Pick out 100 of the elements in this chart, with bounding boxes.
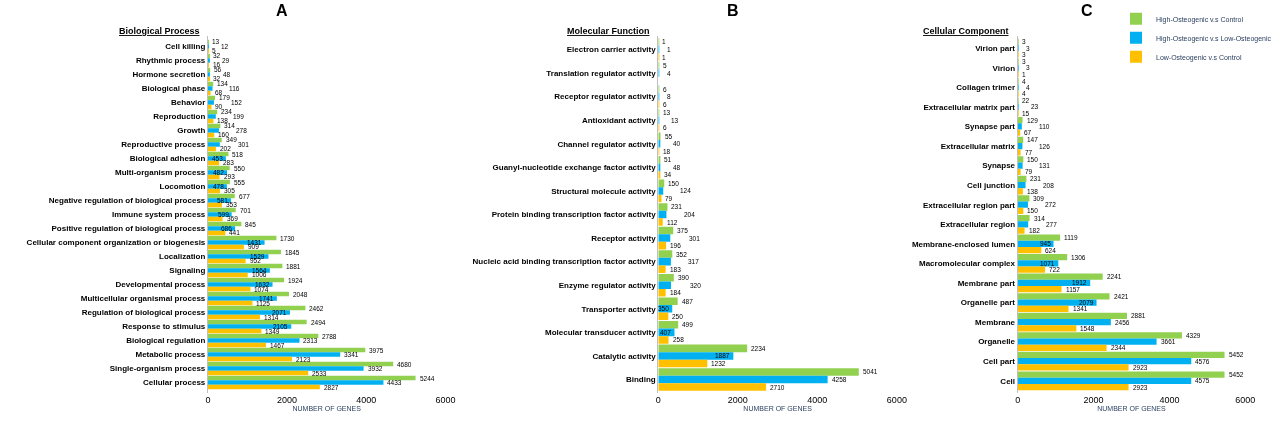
x-tick-label: 2000 [727, 394, 748, 405]
bar [207, 128, 219, 133]
bar [207, 114, 216, 119]
y-tick-label: Biological phase [141, 84, 206, 94]
y-tick-label: Organelle part [960, 298, 1016, 308]
bar [1017, 305, 1069, 312]
bar [207, 142, 220, 147]
y-tick-label: Developmental process [115, 280, 206, 290]
bar [1017, 246, 1042, 254]
y-tick-label: Protein binding transcription factor activity [491, 210, 657, 220]
y-tick-label: Collagen trimer [956, 83, 1016, 93]
bar [658, 288, 666, 297]
bar [658, 281, 672, 289]
x-tick-label: 6000 [1235, 394, 1256, 405]
bar [658, 132, 661, 141]
y-tick-label: Receptor activity [591, 233, 657, 243]
x-tick-label: 0 [205, 394, 211, 405]
bar [207, 352, 341, 357]
bar [1017, 377, 1192, 384]
y-tick-label: Translation regulator activity [546, 68, 657, 78]
bar [658, 368, 859, 376]
bar [207, 338, 300, 343]
y-tick-label: Metabolic process [135, 350, 206, 360]
y-tick-label: Extracellular matrix [940, 141, 1016, 151]
bar [1017, 338, 1157, 345]
y-tick-label: Binding [625, 375, 656, 385]
bar [658, 352, 734, 360]
y-tick-label: Single-organism process [109, 364, 206, 374]
x-tick-label: 0 [1015, 394, 1021, 405]
y-tick-label: Signaling [169, 266, 206, 276]
bar [1017, 162, 1023, 169]
bar [1017, 371, 1225, 378]
bar [1017, 299, 1097, 306]
y-tick-label: Cellular component organization or biogenesis [26, 238, 206, 248]
x-tick-label: 2000 [277, 394, 298, 405]
y-tick-label: Cell killing [165, 42, 206, 52]
x-tick-label: 4000 [356, 394, 377, 405]
bar [1017, 266, 1046, 273]
y-tick-label: Guanyl-nucleotide exchange factor activity [492, 163, 657, 173]
y-tick-label: Catalytic activity [592, 351, 657, 361]
bar [1017, 273, 1103, 280]
bar [207, 100, 214, 105]
y-tick-label: Behavior [171, 98, 206, 108]
bar [1017, 123, 1022, 130]
y-tick-label: Cell [1000, 376, 1016, 386]
bar [1017, 383, 1129, 391]
bar [658, 359, 708, 368]
y-tick-label: Localization [159, 252, 206, 262]
y-tick-label: Extracellular region [940, 220, 1016, 230]
bar [207, 86, 213, 91]
bar [1017, 364, 1129, 371]
y-tick-label: Hormone secretion [132, 70, 206, 80]
bar [1017, 227, 1025, 234]
bar [1017, 149, 1021, 156]
x-tick-label: 0 [655, 394, 661, 405]
bar [658, 250, 673, 258]
y-tick-label: Enzyme regulator activity [558, 281, 657, 291]
bar [1017, 325, 1077, 332]
bar [207, 207, 236, 213]
x-tick-label: 6000 [886, 394, 907, 405]
bar [207, 324, 292, 329]
y-tick-label: Channel regulator activity [557, 139, 657, 149]
y-tick-label: Locomotion [159, 182, 206, 192]
bar [658, 273, 674, 282]
y-tick-label: Immune system process [111, 210, 206, 220]
y-tick-label: Antioxidant activity [581, 116, 657, 126]
chart-subtitle: Molecular Function [567, 26, 650, 36]
y-tick-label: Molecular transducer activity [544, 328, 657, 338]
bar [207, 58, 210, 63]
y-tick-label: Synapse part [964, 122, 1016, 132]
x-tick-label: 4000 [1159, 394, 1180, 405]
y-tick-label: Reproductive process [121, 140, 206, 150]
y-tick-label: Virion part [975, 44, 1016, 54]
bar [1017, 254, 1068, 261]
bar [1017, 351, 1225, 359]
bar [658, 234, 671, 242]
y-tick-label: Membrane-enclosed lumen [911, 239, 1016, 249]
bar [658, 321, 679, 329]
chart-title: C [1081, 2, 1093, 19]
bar [207, 296, 277, 301]
bar [658, 344, 748, 353]
bar [1017, 195, 1030, 202]
bar [1017, 221, 1029, 228]
y-tick-label: Positive regulation of biological process [51, 224, 206, 234]
y-tick-label: Membrane part [957, 278, 1016, 288]
bar [207, 366, 364, 371]
bar [207, 137, 222, 143]
bar [1017, 260, 1059, 267]
y-tick-label: Macromolecular complex [919, 259, 1016, 269]
bar [1017, 312, 1127, 319]
bar [658, 375, 828, 384]
y-tick-label: Synapse [982, 161, 1016, 171]
x-tick-label: 4000 [807, 394, 828, 405]
bar [1017, 286, 1062, 293]
bar [658, 383, 767, 391]
bar [207, 380, 384, 385]
y-tick-label: Reproduction [153, 112, 206, 122]
bar [207, 310, 290, 315]
bar [1017, 332, 1182, 339]
y-tick-label: Transporter activity [581, 304, 657, 314]
